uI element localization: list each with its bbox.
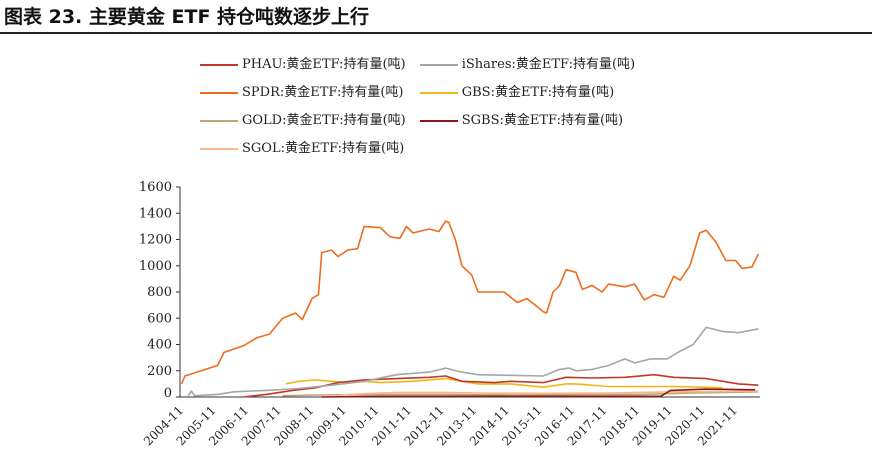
legend-swatch	[200, 120, 238, 122]
y-tick-label: 0	[164, 386, 172, 401]
legend-swatch	[419, 64, 458, 66]
y-tick-label: 800	[147, 285, 172, 300]
title-divider	[0, 32, 872, 34]
y-tick-label: 1600	[139, 180, 172, 195]
y-tick-label: 1200	[139, 233, 172, 248]
series-line-gold	[282, 391, 759, 397]
legend-label: SGBS:黄金ETF:持有量(吨)	[461, 113, 624, 128]
series-line-ishares	[187, 326, 759, 397]
series-line-spdr	[180, 220, 760, 385]
legend-item: iShares:黄金ETF:持有量(吨)	[419, 56, 636, 74]
y-tick-label: 400	[147, 338, 172, 353]
legend-item: SGBS:黄金ETF:持有量(吨)	[419, 112, 635, 130]
legend-item: PHAU:黄金ETF:持有量(吨)	[200, 56, 406, 74]
legend-item: GOLD:黄金ETF:持有量(吨)	[200, 112, 406, 130]
legend-item: SPDR:黄金ETF:持有量(吨)	[200, 84, 406, 102]
legend-item: GBS:黄金ETF:持有量(吨)	[419, 84, 635, 102]
legend-swatch	[419, 120, 458, 122]
y-tick-label: 200	[147, 364, 172, 379]
series-line-sgol	[341, 390, 759, 396]
series-line-gbs	[285, 377, 723, 389]
legend-label: PHAU:黄金ETF:持有量(吨)	[242, 57, 406, 72]
legend-label: iShares:黄金ETF:持有量(吨)	[461, 57, 636, 72]
y-tick-label: 1400	[139, 206, 172, 221]
legend: PHAU:黄金ETF:持有量(吨) iShares:黄金ETF:持有量(吨) SPD…	[200, 56, 635, 158]
legend-swatch	[200, 148, 238, 150]
legend-swatch	[200, 92, 238, 94]
legend-item: SGOL:黄金ETF:持有量(吨)	[200, 140, 406, 158]
legend-swatch	[200, 64, 238, 66]
legend-label: GBS:黄金ETF:持有量(吨)	[461, 85, 615, 100]
legend-swatch	[419, 92, 458, 94]
legend-label: SPDR:黄金ETF:持有量(吨)	[242, 85, 404, 100]
series-line-sgbs	[321, 388, 756, 398]
page-title: 图表 23. 主要黄金 ETF 持仓吨数逐步上行	[4, 6, 370, 28]
y-tick-label: 600	[147, 311, 172, 326]
legend-label: SGOL:黄金ETF:持有量(吨)	[242, 141, 405, 156]
legend-label: GOLD:黄金ETF:持有量(吨)	[242, 113, 406, 128]
y-tick-label: 1000	[139, 259, 172, 274]
